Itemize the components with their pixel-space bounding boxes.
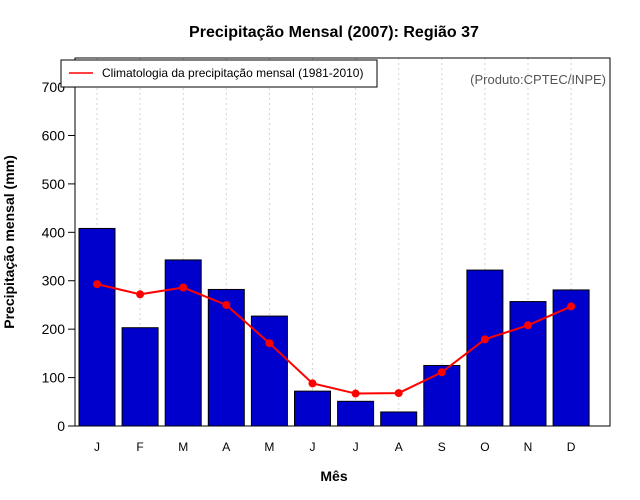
climatology-point bbox=[93, 280, 101, 289]
climatology-point bbox=[351, 389, 360, 398]
x-tick-label: M bbox=[264, 440, 274, 454]
legend: Climatologia da precipitação mensal (198… bbox=[60, 59, 378, 88]
y-tick-label: 400 bbox=[42, 224, 66, 240]
climatology-line-series bbox=[93, 280, 576, 398]
x-tick-label: O bbox=[480, 440, 489, 454]
climatology-point bbox=[179, 283, 188, 292]
y-tick-label: 500 bbox=[42, 176, 66, 192]
y-axis: 0 100 200 300 400 500 600 700 bbox=[42, 79, 75, 434]
y-tick-label: 300 bbox=[42, 273, 66, 289]
x-tick-label: J bbox=[94, 440, 100, 454]
y-tick-label: 200 bbox=[42, 321, 66, 337]
climatology-point bbox=[265, 339, 274, 348]
bar bbox=[337, 400, 375, 427]
chart-title: Precipitação Mensal (2007): Região 37 bbox=[189, 24, 479, 41]
bar bbox=[207, 288, 245, 427]
bar bbox=[78, 227, 116, 427]
x-tick-label: J bbox=[310, 440, 316, 454]
x-tick-label: D bbox=[567, 440, 576, 454]
y-tick-label: 0 bbox=[57, 418, 65, 434]
x-tick-label: N bbox=[524, 440, 533, 454]
bar bbox=[294, 390, 331, 427]
climatology-point bbox=[437, 368, 446, 377]
x-tick-label: M bbox=[178, 440, 188, 454]
legend-box bbox=[60, 59, 378, 88]
x-tick-label: A bbox=[222, 440, 230, 454]
x-tick-label: F bbox=[136, 440, 143, 454]
climatology-point bbox=[136, 290, 145, 299]
climatology-point bbox=[394, 389, 403, 398]
y-tick-label: 700 bbox=[42, 79, 66, 95]
bar-series bbox=[78, 227, 590, 427]
plot-frame bbox=[74, 57, 611, 427]
x-tick-label: A bbox=[395, 440, 403, 454]
y-axis-title: Precipitação mensal (mm) bbox=[1, 155, 17, 329]
x-axis-title: Mês bbox=[320, 468, 347, 484]
x-tick-label: J bbox=[353, 440, 359, 454]
x-tick-label: S bbox=[438, 440, 446, 454]
y-tick-label: 100 bbox=[42, 370, 66, 386]
climatology-point bbox=[308, 379, 317, 388]
bar bbox=[380, 411, 418, 427]
climatology-point bbox=[222, 300, 231, 309]
climatology-point bbox=[480, 335, 489, 344]
climatology-line bbox=[96, 283, 572, 395]
bar bbox=[250, 315, 288, 427]
climatology-point bbox=[524, 321, 532, 330]
source-annotation: (Produto:CPTEC/INPE) bbox=[470, 72, 606, 87]
legend-entry-climatology: Climatologia da precipitação mensal (198… bbox=[102, 66, 363, 80]
climatology-point bbox=[567, 302, 576, 311]
bar bbox=[121, 327, 159, 427]
y-tick-label: 600 bbox=[42, 127, 66, 143]
